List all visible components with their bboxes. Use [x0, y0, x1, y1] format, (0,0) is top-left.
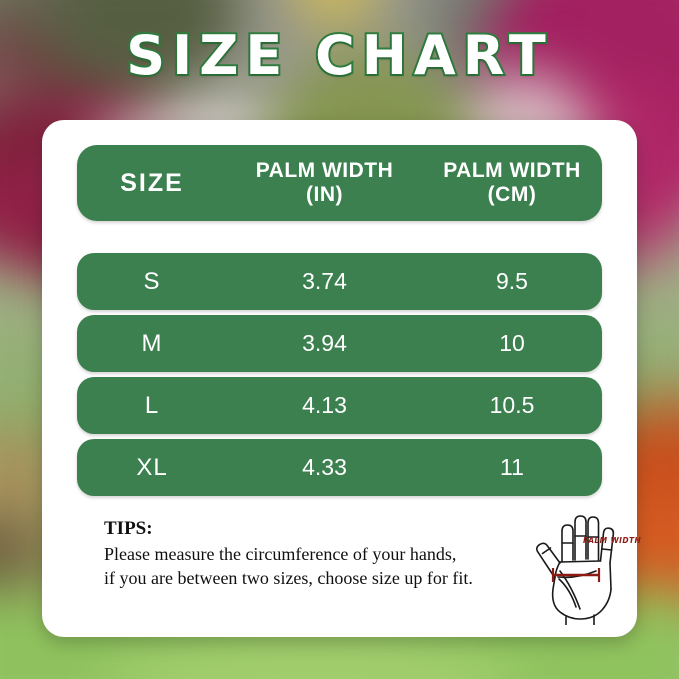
cell-palm-width-in: 3.74 [302, 268, 347, 294]
tips-heading: TIPS: [104, 518, 153, 539]
cell-palm-width-in: 4.33 [302, 454, 347, 480]
hand-illustration-icon [535, 515, 615, 625]
cell-palm-width-cm: 9.5 [496, 268, 528, 294]
cell-palm-width-cm: 10.5 [489, 392, 535, 418]
chart-card: SIZE PALM WIDTH (IN) PALM WIDTH (CM) S 3… [42, 120, 641, 637]
tips-line-1: Please measure the circumference of your… [104, 544, 457, 564]
table-header-row: SIZE PALM WIDTH (IN) PALM WIDTH (CM) [77, 145, 602, 221]
cell-size: S [143, 267, 161, 295]
cell-size: L [144, 391, 160, 419]
table-row: S 3.74 9.5 [77, 253, 602, 310]
column-header-palm-width-in: PALM WIDTH (IN) [227, 159, 422, 206]
cell-size: XL [136, 453, 168, 481]
cell-palm-width-in: 4.13 [302, 392, 347, 418]
palm-width-end-caps [551, 568, 601, 582]
cell-palm-width-in: 3.94 [302, 330, 347, 356]
column-header-palm-width-in-line2: (IN) [306, 183, 343, 206]
palm-width-label: PALM WIDTH [583, 536, 642, 545]
cell-palm-width-cm: 11 [500, 454, 524, 480]
column-header-palm-width-cm: PALM WIDTH (CM) [422, 159, 602, 206]
column-header-size: SIZE [120, 168, 184, 197]
column-header-palm-width-in-line1: PALM WIDTH [255, 159, 394, 183]
table-row: XL 4.33 11 [77, 439, 602, 496]
cell-palm-width-cm: 10 [499, 330, 525, 356]
tips-line-2: if you are between two sizes, choose siz… [104, 567, 473, 588]
column-header-palm-width-cm-line2: (CM) [487, 183, 537, 206]
table-row: L 4.13 10.5 [77, 377, 602, 434]
column-header-palm-width-cm-line1: PALM WIDTH [443, 159, 581, 183]
cell-size: M [141, 329, 163, 357]
bg-basket-shadow [0, 520, 40, 590]
table-row: M 3.94 10 [77, 315, 602, 372]
hand-diagram: PALM WIDTH [522, 505, 642, 625]
size-table: SIZE PALM WIDTH (IN) PALM WIDTH (CM) S 3… [77, 145, 602, 496]
page-title: SIZE CHART [124, 22, 553, 89]
tips-block: TIPS: Please measure the circumference o… [104, 518, 504, 591]
